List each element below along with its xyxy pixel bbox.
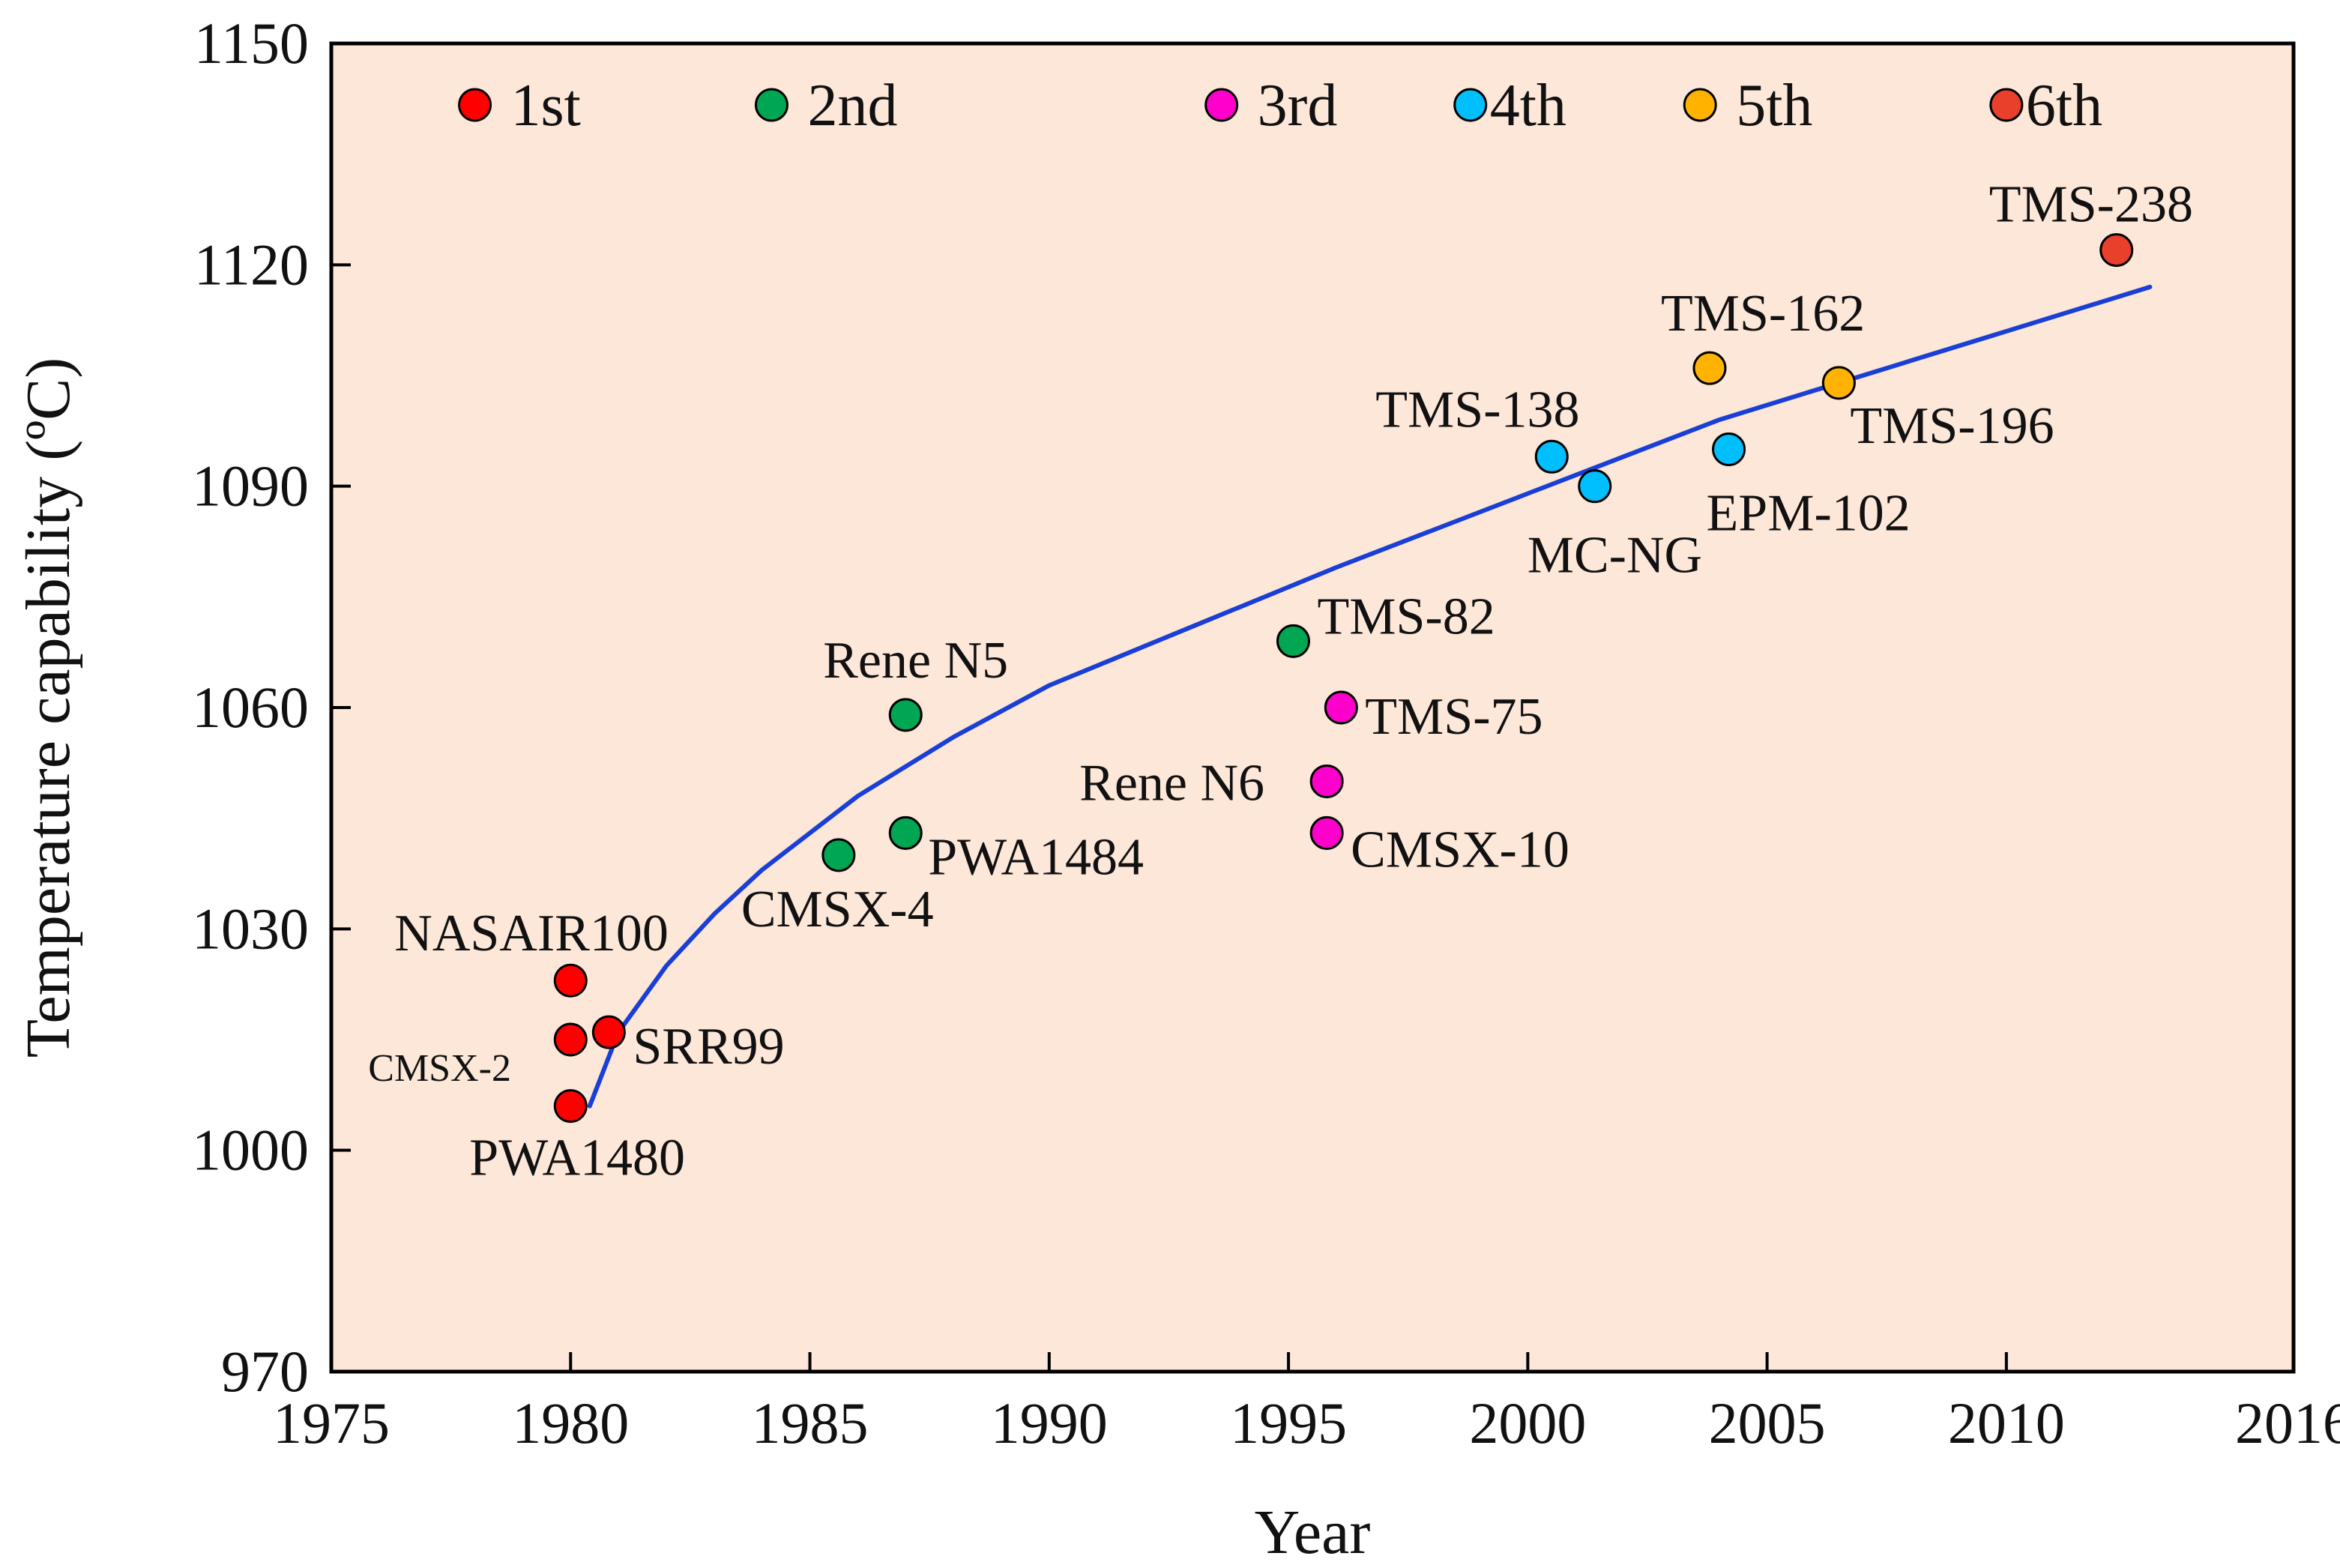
x-tick-label: 1990 bbox=[991, 1390, 1108, 1456]
data-label: TMS-82 bbox=[1317, 588, 1495, 645]
y-tick-label: 1060 bbox=[192, 675, 309, 740]
trend-line bbox=[587, 284, 2153, 1109]
x-tick-label: 1985 bbox=[752, 1390, 869, 1456]
data-label: NASAIR100 bbox=[394, 905, 669, 962]
data-label: CMSX-2 bbox=[368, 1047, 511, 1090]
data-label: MC-NG bbox=[1528, 527, 1702, 585]
y-tick-label: 970 bbox=[221, 1339, 309, 1404]
data-label: PWA1480 bbox=[469, 1130, 685, 1187]
data-point bbox=[1692, 351, 1727, 385]
data-label: CMSX-4 bbox=[741, 881, 934, 938]
legend-label: 5th bbox=[1736, 73, 1812, 139]
data-point bbox=[553, 1089, 588, 1124]
data-label: Rene N6 bbox=[1079, 754, 1264, 812]
x-axis-title: Year bbox=[1255, 1498, 1371, 1567]
data-point bbox=[553, 1022, 588, 1057]
data-point bbox=[821, 838, 856, 872]
x-tick-label: 2016 bbox=[2235, 1390, 2340, 1456]
y-tick-label: 1090 bbox=[192, 453, 309, 519]
plot-area bbox=[331, 43, 2294, 1372]
data-point bbox=[1324, 690, 1358, 725]
legend-marker bbox=[754, 88, 788, 122]
data-point bbox=[1276, 624, 1310, 658]
legend-marker bbox=[458, 88, 492, 122]
legend-label: 3rd bbox=[1258, 73, 1338, 139]
data-point bbox=[1821, 366, 1856, 400]
legend-marker bbox=[1989, 88, 2024, 122]
y-tick-label: 1120 bbox=[194, 232, 309, 297]
data-point bbox=[888, 815, 923, 850]
data-point bbox=[553, 963, 588, 998]
data-point bbox=[1712, 432, 1746, 466]
x-tick-label: 1975 bbox=[273, 1390, 390, 1456]
y-tick-label: 1030 bbox=[192, 896, 309, 961]
data-label: TMS-238 bbox=[1989, 176, 2193, 234]
legend-label: 1st bbox=[511, 73, 581, 139]
data-point bbox=[1534, 439, 1569, 474]
y-axis-title: Temperature capability (ºC) bbox=[13, 358, 83, 1058]
data-label: Rene N5 bbox=[823, 632, 1008, 690]
data-label: EPM-102 bbox=[1707, 484, 1911, 542]
point-labels-layer: NASAIR100 CMSX-2 SRR99 PWA1480 Rene N5 PWA148… bbox=[368, 176, 2193, 1187]
data-label: PWA1484 bbox=[928, 828, 1144, 886]
data-point bbox=[1578, 469, 1612, 504]
data-label: TMS-196 bbox=[1850, 397, 2054, 455]
data-point bbox=[591, 1015, 626, 1049]
data-label: TMS-75 bbox=[1365, 688, 1543, 746]
data-point bbox=[1309, 764, 1344, 798]
x-tick-label: 1980 bbox=[512, 1390, 629, 1456]
legend-label: 4th bbox=[1490, 73, 1566, 139]
axes-layer: 1975 1980 1985 1990 1995 2000 2005 2010 2016 970 1… bbox=[192, 10, 2340, 1456]
data-label: TMS-162 bbox=[1661, 285, 1865, 343]
x-tick-label: 1995 bbox=[1230, 1390, 1347, 1456]
data-point bbox=[888, 698, 923, 732]
points-layer bbox=[553, 233, 2134, 1124]
trend-layer bbox=[587, 284, 2153, 1109]
y-tick-label: 1000 bbox=[192, 1118, 309, 1183]
data-label: SRR99 bbox=[633, 1018, 784, 1076]
legend-marker bbox=[1453, 88, 1488, 122]
y-tick-label: 1150 bbox=[194, 10, 309, 76]
data-point bbox=[2099, 233, 2134, 268]
legend: 1st 2nd 3rd 4th 5th 6th bbox=[458, 73, 2102, 139]
data-label: CMSX-10 bbox=[1351, 821, 1569, 878]
legend-label: 6th bbox=[2026, 73, 2102, 139]
x-tick-label: 2005 bbox=[1709, 1390, 1826, 1456]
data-point bbox=[1309, 815, 1344, 850]
legend-label: 2nd bbox=[807, 73, 897, 139]
legend-marker bbox=[1683, 88, 1717, 122]
x-tick-label: 2000 bbox=[1469, 1390, 1586, 1456]
data-label: TMS-138 bbox=[1375, 381, 1579, 438]
legend-marker bbox=[1204, 88, 1239, 122]
x-tick-label: 2010 bbox=[1948, 1390, 2065, 1456]
